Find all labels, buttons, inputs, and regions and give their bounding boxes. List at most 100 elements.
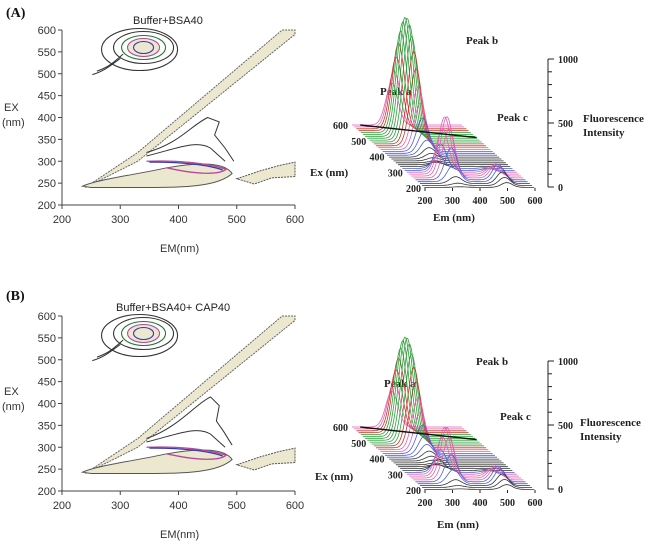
contour-plot-0: 200 300 400 500 600 200 250 300 350 400 450 500 550 6…: [38, 25, 305, 226]
surface-line: [424, 484, 535, 490]
panel-b-em-label: Em (nm): [437, 519, 479, 531]
ex-tick-label: 300: [388, 168, 403, 179]
surface-line: [356, 369, 467, 432]
surface-line: [391, 455, 502, 462]
x-tick-label: 300: [111, 214, 129, 226]
ex-tick-label: 300: [388, 470, 403, 481]
scatter-band: [85, 29, 296, 188]
x-tick-label: 300: [111, 500, 129, 512]
surface-line: [352, 391, 462, 428]
surface-line: [415, 147, 526, 181]
panel-a-ex-label: Ex (nm): [310, 167, 349, 179]
contour-line-outer: [146, 116, 235, 162]
panel-b-label: (B): [6, 289, 25, 304]
em-tick-label: 200: [418, 498, 433, 509]
surface-line: [367, 337, 478, 441]
surface-line: [395, 462, 506, 466]
contour-tail: [96, 53, 124, 72]
surface-line: [373, 50, 484, 145]
em-tick-label: 200: [418, 196, 433, 207]
contour-line-blue: [149, 447, 223, 457]
chart-drawing: 200 300 400 500 6002002503003504004505005506…: [38, 16, 578, 512]
y-tick-label: 500: [38, 355, 56, 367]
peak-b-contour: [121, 34, 167, 61]
surface-line: [382, 117, 493, 152]
panel-a-ylabel-line2: (nm): [2, 117, 25, 129]
surface-line: [422, 176, 533, 186]
panel-b-zlabel-line2: Intensity: [580, 431, 622, 443]
peak-b-contour: [113, 30, 175, 65]
ex-tick-label: 500: [351, 439, 366, 450]
z-tick-label: 500: [558, 421, 573, 432]
surface-line: [391, 153, 502, 160]
panel-a-label: (A): [6, 6, 26, 21]
contour-line-inner: [146, 144, 226, 162]
lower-lobe: [80, 163, 233, 188]
contour-line-inner: [146, 430, 226, 448]
contour-plot-2: 200 300 400 500 600 200 250 300 350 400 450 500 550 6…: [38, 311, 305, 512]
x-tick-label: 400: [169, 500, 187, 512]
surface-line: [395, 160, 506, 164]
y-tick-label: 400: [38, 399, 56, 411]
z-tick-label: 0: [558, 485, 563, 496]
y-tick-label: 200: [38, 486, 56, 498]
contour-line-magenta: [146, 446, 228, 460]
panel-a-ylabel-line1: EX: [4, 102, 19, 114]
peak-b-contour: [121, 320, 167, 347]
y-tick-label: 550: [38, 47, 56, 59]
ex-tick-label: 500: [351, 137, 366, 148]
panel-a-zlabel-line1: Fluorescence: [583, 113, 644, 125]
surface-line: [411, 116, 522, 177]
y-tick-label: 450: [38, 377, 56, 389]
z-tick-label: 0: [558, 183, 563, 194]
surface-line: [369, 343, 480, 443]
surface-line: [367, 17, 478, 139]
x-tick-label: 500: [228, 500, 246, 512]
panel-b-ex-label: Ex (nm): [315, 471, 354, 483]
panel-b-xlabel: EM(nm): [160, 529, 199, 541]
surface-line: [424, 182, 535, 188]
y-tick-label: 250: [38, 464, 56, 476]
x-tick-label: 200: [53, 500, 71, 512]
surface-line: [422, 478, 533, 488]
x-tick-label: 600: [286, 214, 304, 226]
y-tick-label: 600: [38, 25, 56, 37]
surface-line: [373, 366, 484, 447]
panel-b-zlabel-line1: Fluorescence: [580, 417, 641, 429]
surface-line: [413, 128, 524, 179]
panel-b: (B) Buffer+BSA40+ CAP40 EX (nm) EM(nm) P…: [2, 289, 641, 541]
surface-line: [389, 147, 500, 158]
surface-line: [376, 68, 487, 147]
contour-line-outer: [146, 396, 233, 446]
x-tick-label: 400: [169, 214, 187, 226]
surface-line: [360, 347, 471, 435]
em-tick-label: 300: [445, 498, 460, 509]
peak-b-contour: [133, 326, 155, 341]
panel-a-contour-title: Buffer+BSA40: [133, 15, 203, 27]
panel-b-ylabel-line1: EX: [4, 386, 19, 398]
surface-line: [371, 353, 482, 445]
contour-tail: [92, 344, 121, 362]
y-tick-label: 300: [38, 156, 56, 168]
surface-line: [369, 24, 480, 141]
surface-line: [358, 357, 469, 434]
surface-line: [384, 435, 495, 456]
surface-line: [393, 157, 504, 162]
ex-tick-label: 400: [370, 153, 385, 164]
peak-b-contour: [101, 313, 179, 358]
ex-tick-label: 600: [333, 423, 348, 434]
z-tick-label: 1000: [558, 55, 578, 66]
contour-line-magenta: [146, 160, 228, 174]
em-tick-label: 500: [500, 498, 515, 509]
x-tick-label: 600: [286, 500, 304, 512]
y-tick-label: 200: [38, 200, 56, 212]
y-tick-label: 600: [38, 311, 56, 323]
em-tick-label: 600: [528, 498, 543, 509]
scatter-ridge: [360, 124, 477, 139]
em-tick-label: 300: [445, 196, 460, 207]
surface-line: [384, 129, 495, 154]
y-tick-label: 500: [38, 69, 56, 81]
